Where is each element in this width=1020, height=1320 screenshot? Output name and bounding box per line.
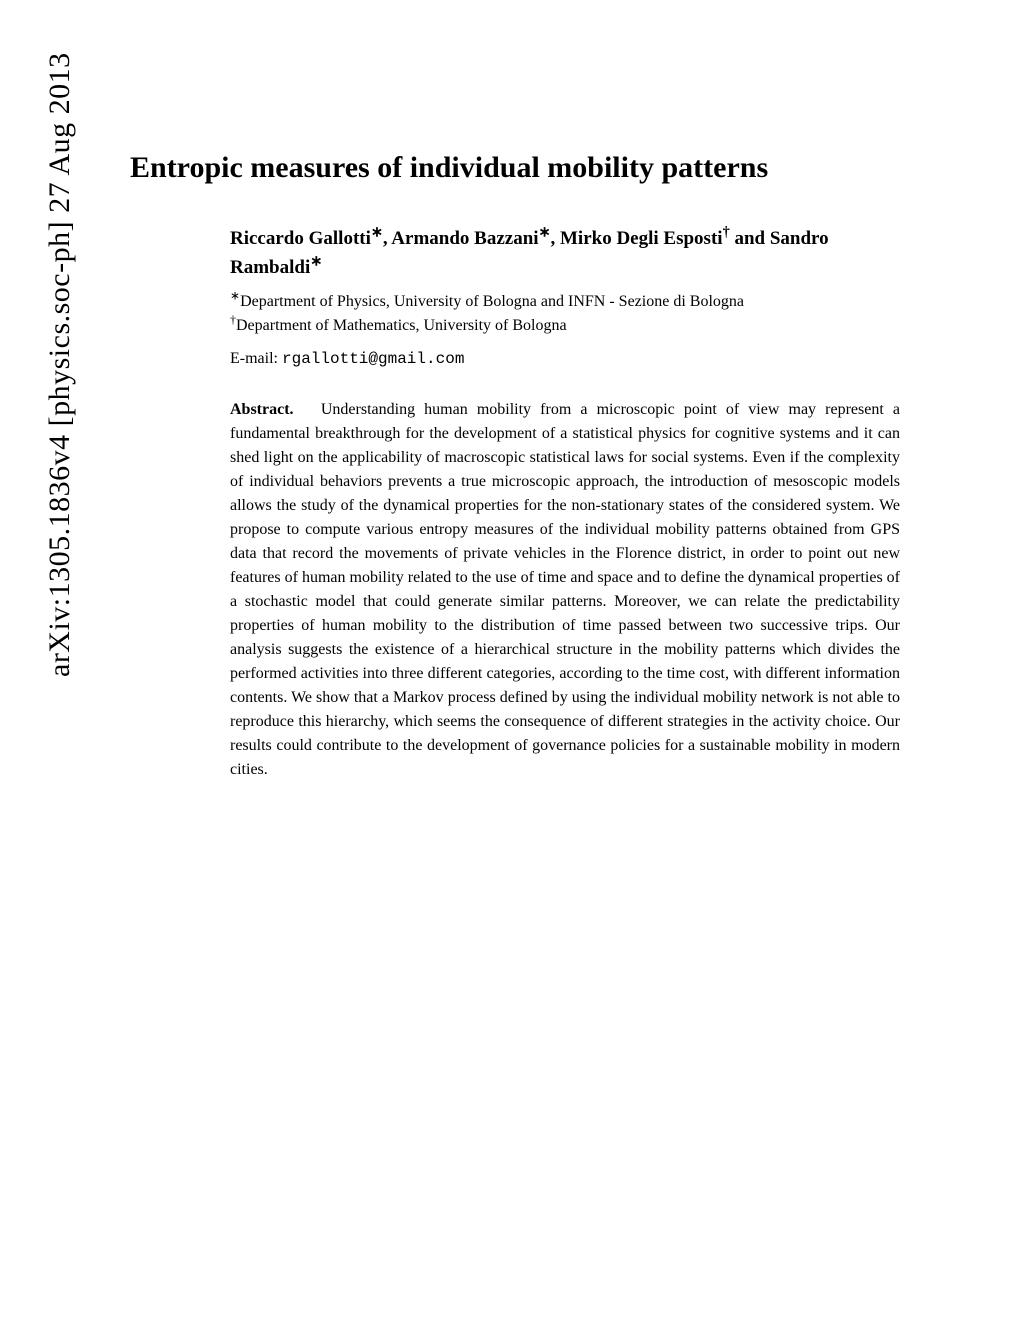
affiliation-line: ∗Department of Physics, University of Bo… [230,290,900,314]
author-name: Mirko Degli Esposti [560,228,723,249]
paper-content: Entropic measures of individual mobility… [130,148,900,782]
affil-marker: ∗ [230,289,240,303]
abstract-text: Understanding human mobility from a micr… [230,401,900,778]
affil-marker: ∗ [371,225,383,241]
affil-marker: † [723,225,730,241]
affiliation-text: Department of Mathematics, University of… [236,317,567,334]
affil-marker: ∗ [310,253,322,269]
arxiv-identifier: arXiv:1305.1836v4 [physics.soc-ph] 27 Au… [43,52,77,677]
author-name: Riccardo Gallotti [230,228,371,249]
affiliations: ∗Department of Physics, University of Bo… [230,290,900,338]
email-line: E-mail: rgallotti@gmail.com [230,350,900,368]
authors-line: Riccardo Gallotti∗, Armando Bazzani∗, Mi… [230,225,900,282]
author-name: Armando Bazzani [391,228,538,249]
abstract: Abstract. Understanding human mobility f… [230,398,900,782]
email-address: rgallotti@gmail.com [282,350,464,368]
affiliation-text: Department of Physics, University of Bol… [240,293,744,310]
authors-and-abstract-block: Riccardo Gallotti∗, Armando Bazzani∗, Mi… [230,225,900,782]
affiliation-line: †Department of Mathematics, University o… [230,314,900,338]
affil-marker: ∗ [539,225,551,241]
paper-title: Entropic measures of individual mobility… [130,148,900,187]
abstract-label: Abstract. [230,401,294,418]
email-label: E-mail: [230,350,282,367]
